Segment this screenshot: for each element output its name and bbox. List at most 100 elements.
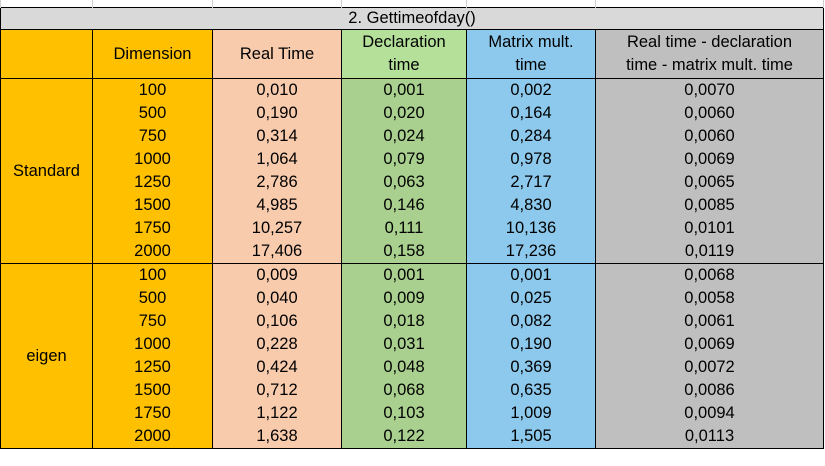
declaration-time-cell[interactable]: 0,031 (341, 333, 467, 356)
real-time-cell[interactable]: 0,106 (212, 310, 342, 333)
matrix-mult-time-cell[interactable]: 0,025 (466, 287, 596, 310)
dimension-cell[interactable]: 750 (92, 125, 213, 148)
header-dimension[interactable]: Dimension (92, 29, 213, 79)
matrix-mult-time-cell[interactable]: 0,002 (466, 78, 596, 102)
real-time-cell[interactable]: 4,985 (212, 194, 342, 217)
difference-cell[interactable]: 0,0068 (595, 263, 824, 287)
difference-cell[interactable]: 0,0101 (595, 217, 824, 240)
real-time-cell[interactable]: 0,190 (212, 102, 342, 125)
dimension-cell[interactable]: 750 (92, 310, 213, 333)
table-row: 750 0,314 0,024 0,284 0,0060 (1, 125, 824, 148)
declaration-time-cell[interactable]: 0,063 (341, 171, 467, 194)
real-time-cell[interactable]: 1,122 (212, 402, 342, 425)
matrix-mult-time-cell[interactable]: 4,830 (466, 194, 596, 217)
matrix-mult-time-cell[interactable]: 0,284 (466, 125, 596, 148)
dimension-cell[interactable]: 1000 (92, 333, 213, 356)
real-time-cell[interactable]: 1,064 (212, 148, 342, 171)
difference-cell[interactable]: 0,0058 (595, 287, 824, 310)
real-time-cell[interactable]: 0,010 (212, 78, 342, 102)
difference-cell[interactable]: 0,0069 (595, 148, 824, 171)
difference-cell[interactable]: 0,0094 (595, 402, 824, 425)
header-declaration-time[interactable]: Declaration time (341, 29, 467, 79)
difference-cell[interactable]: 0,0065 (595, 171, 824, 194)
dimension-cell[interactable]: 1250 (92, 356, 213, 379)
difference-cell[interactable]: 0,0070 (595, 78, 824, 102)
matrix-mult-time-cell[interactable]: 0,190 (466, 333, 596, 356)
real-time-cell[interactable]: 10,257 (212, 217, 342, 240)
difference-cell[interactable]: 0,0060 (595, 102, 824, 125)
matrix-mult-time-cell[interactable]: 1,009 (466, 402, 596, 425)
declaration-time-cell[interactable]: 0,158 (341, 240, 467, 264)
real-time-cell[interactable]: 0,314 (212, 125, 342, 148)
declaration-time-cell[interactable]: 0,079 (341, 148, 467, 171)
dimension-cell[interactable]: 500 (92, 287, 213, 310)
matrix-mult-time-cell[interactable]: 10,136 (466, 217, 596, 240)
declaration-time-cell[interactable]: 0,068 (341, 379, 467, 402)
matrix-mult-time-cell[interactable]: 0,164 (466, 102, 596, 125)
dimension-cell[interactable]: 1500 (92, 379, 213, 402)
real-time-cell[interactable]: 0,424 (212, 356, 342, 379)
dimension-cell[interactable]: 2000 (92, 425, 213, 449)
difference-cell[interactable]: 0,0069 (595, 333, 824, 356)
empty-cell[interactable] (92, 0, 213, 8)
matrix-mult-time-cell[interactable]: 17,236 (466, 240, 596, 264)
real-time-cell[interactable]: 0,040 (212, 287, 342, 310)
difference-cell[interactable]: 0,0085 (595, 194, 824, 217)
header-matrix-mult-time[interactable]: Matrix mult. time (466, 29, 596, 79)
empty-cell[interactable] (341, 0, 467, 8)
matrix-mult-time-cell[interactable]: 2,717 (466, 171, 596, 194)
declaration-time-cell[interactable]: 0,009 (341, 287, 467, 310)
matrix-mult-time-cell[interactable]: 0,369 (466, 356, 596, 379)
matrix-mult-time-cell[interactable]: 0,001 (466, 263, 596, 287)
empty-cell[interactable] (0, 0, 93, 8)
real-time-cell[interactable]: 0,228 (212, 333, 342, 356)
declaration-time-cell[interactable]: 0,001 (341, 78, 467, 102)
dimension-cell[interactable]: 1750 (92, 402, 213, 425)
group-label-cell[interactable]: eigen (0, 263, 93, 449)
dimension-cell[interactable]: 1250 (92, 171, 213, 194)
empty-cell[interactable] (212, 0, 342, 8)
header-difference[interactable]: Real time - declaration time - matrix mul… (595, 29, 824, 79)
declaration-time-cell[interactable]: 0,122 (341, 425, 467, 449)
dimension-cell[interactable]: 1750 (92, 217, 213, 240)
group-label-cell[interactable]: Standard (0, 78, 93, 264)
declaration-time-cell[interactable]: 0,020 (341, 102, 467, 125)
real-time-cell[interactable]: 1,638 (212, 425, 342, 449)
empty-cell[interactable] (595, 0, 824, 8)
difference-cell[interactable]: 0,0113 (595, 425, 824, 449)
matrix-mult-time-cell[interactable]: 0,082 (466, 310, 596, 333)
declaration-time-cell[interactable]: 0,001 (341, 263, 467, 287)
declaration-time-cell[interactable]: 0,111 (341, 217, 467, 240)
header-real-time[interactable]: Real Time (212, 29, 342, 79)
difference-cell[interactable]: 0,0060 (595, 125, 824, 148)
dimension-cell[interactable]: 100 (92, 78, 213, 102)
declaration-time-cell[interactable]: 0,048 (341, 356, 467, 379)
declaration-time-cell[interactable]: 0,146 (341, 194, 467, 217)
difference-cell[interactable]: 0,0086 (595, 379, 824, 402)
declaration-time-cell[interactable]: 0,103 (341, 402, 467, 425)
dimension-cell[interactable]: 100 (92, 263, 213, 287)
table-row: 2000 1,638 0,122 1,505 0,0113 (1, 425, 824, 449)
dimension-cell[interactable]: 1500 (92, 194, 213, 217)
table-row: 1000 1,064 0,079 0,978 0,0069 (1, 148, 824, 171)
timing-table: 2. Gettimeofday() Dimension Real Time De… (0, 0, 824, 449)
real-time-cell[interactable]: 0,009 (212, 263, 342, 287)
declaration-time-cell[interactable]: 0,024 (341, 125, 467, 148)
table-row: 500 0,040 0,009 0,025 0,0058 (1, 287, 824, 310)
declaration-time-cell[interactable]: 0,018 (341, 310, 467, 333)
dimension-cell[interactable]: 1000 (92, 148, 213, 171)
matrix-mult-time-cell[interactable]: 1,505 (466, 425, 596, 449)
difference-cell[interactable]: 0,0119 (595, 240, 824, 264)
real-time-cell[interactable]: 0,712 (212, 379, 342, 402)
table-title[interactable]: 2. Gettimeofday() (0, 7, 824, 30)
real-time-cell[interactable]: 2,786 (212, 171, 342, 194)
matrix-mult-time-cell[interactable]: 0,978 (466, 148, 596, 171)
dimension-cell[interactable]: 500 (92, 102, 213, 125)
difference-cell[interactable]: 0,0061 (595, 310, 824, 333)
real-time-cell[interactable]: 17,406 (212, 240, 342, 264)
difference-cell[interactable]: 0,0072 (595, 356, 824, 379)
header-corner-cell[interactable] (0, 29, 93, 79)
empty-cell[interactable] (466, 0, 596, 8)
matrix-mult-time-cell[interactable]: 0,635 (466, 379, 596, 402)
dimension-cell[interactable]: 2000 (92, 240, 213, 264)
